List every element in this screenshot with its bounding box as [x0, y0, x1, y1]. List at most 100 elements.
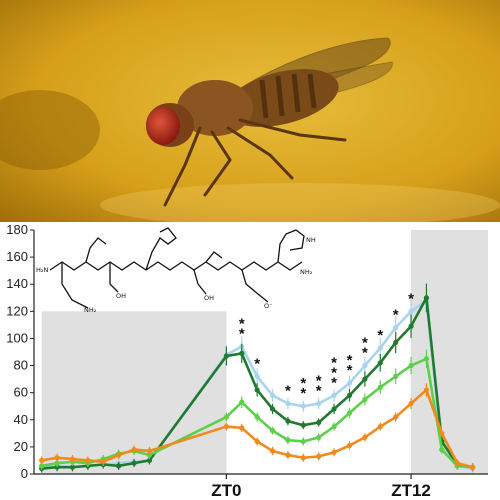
data-point — [85, 457, 91, 464]
data-point — [393, 414, 399, 420]
data-point — [285, 400, 291, 407]
data-point — [223, 353, 229, 359]
y-tick-label: 0 — [21, 466, 28, 481]
data-point — [285, 452, 291, 458]
data-point — [69, 464, 76, 470]
significance-mark: * — [300, 385, 306, 402]
data-point — [454, 460, 460, 466]
data-point — [269, 406, 276, 412]
significance-mark: * — [362, 345, 368, 362]
svg-text:OH: OH — [204, 294, 214, 302]
data-point — [300, 422, 306, 428]
data-point — [346, 442, 353, 449]
significance-mark: * — [347, 352, 353, 369]
data-point — [346, 410, 353, 416]
data-point — [254, 438, 260, 445]
significance-mark: * — [331, 374, 337, 391]
x-tick-label: ZT12 — [391, 481, 431, 500]
data-point — [239, 425, 245, 431]
y-tick-label: 100 — [6, 330, 28, 345]
y-tick-label: 80 — [14, 358, 28, 373]
significance-mark: * — [239, 326, 245, 343]
data-point — [285, 418, 291, 424]
data-point — [146, 448, 153, 454]
data-point — [39, 463, 45, 469]
data-point — [377, 423, 383, 430]
svg-text:NH₂: NH₂ — [84, 306, 97, 314]
chemical-structure-inset: H₂N NH₂ OH OH O⁻ NH₂ NH — [36, 227, 316, 314]
chart-axes: 0 20 40 60 80 100 120 140 160 180 ZT0 ZT12 — [6, 222, 488, 500]
significance-mark: * — [331, 364, 337, 381]
data-point — [408, 323, 414, 329]
data-point — [269, 392, 276, 398]
data-point — [300, 403, 306, 409]
svg-text:O⁻: O⁻ — [264, 302, 273, 310]
fly-thorax — [177, 80, 253, 136]
data-point — [331, 406, 337, 412]
significance-mark: * — [393, 307, 399, 324]
data-point — [254, 373, 260, 379]
data-point — [100, 459, 106, 465]
data-point — [377, 345, 383, 351]
significance-mark: * — [300, 375, 306, 392]
data-point — [423, 387, 430, 393]
significance-mark: * — [408, 290, 414, 307]
data-point — [362, 362, 368, 369]
data-point — [331, 449, 337, 455]
data-point — [331, 392, 337, 398]
fly-legs — [163, 118, 347, 207]
data-point — [393, 373, 399, 379]
fly-eye — [146, 107, 180, 145]
data-point — [223, 423, 229, 430]
data-point — [269, 448, 276, 454]
y-tick-label: 20 — [14, 439, 28, 454]
activity-line-chart: H₂N NH₂ OH OH O⁻ NH₂ NH 0 20 40 60 80 100 120 1… — [6, 222, 488, 500]
svg-text:H₂N: H₂N — [36, 266, 48, 274]
data-point — [69, 456, 76, 462]
data-point — [54, 455, 60, 461]
data-point — [316, 453, 322, 459]
data-point — [254, 414, 260, 420]
data-point — [39, 457, 45, 464]
data-point — [377, 360, 383, 366]
data-point — [316, 419, 322, 426]
y-tick-label: 120 — [6, 303, 28, 318]
data-point — [362, 434, 368, 440]
significance-mark: * — [362, 335, 368, 352]
data-point — [408, 400, 414, 407]
significance-mark: * — [285, 383, 291, 400]
data-point — [362, 396, 368, 403]
data-point — [316, 434, 322, 440]
significance-mark: * — [239, 316, 245, 333]
data-point — [316, 400, 322, 407]
data-point — [393, 339, 399, 346]
data-point — [254, 387, 260, 393]
data-point — [116, 463, 122, 469]
series-3 — [39, 383, 476, 472]
svg-text:NH: NH — [306, 236, 316, 244]
y-tick-label: 160 — [6, 249, 28, 264]
y-tick-label: 180 — [6, 222, 28, 237]
data-point — [346, 380, 353, 386]
data-point — [408, 362, 414, 369]
significance-mark: * — [347, 362, 353, 379]
data-point — [346, 392, 353, 398]
significance-mark: * — [377, 327, 383, 344]
data-point — [285, 437, 291, 443]
data-point — [131, 447, 137, 453]
data-point — [408, 308, 414, 314]
data-point — [470, 464, 476, 470]
data-point — [377, 384, 383, 390]
significance-mark: * — [316, 383, 322, 400]
data-point — [131, 460, 137, 466]
significance-mark: * — [254, 355, 260, 372]
y-tick-label: 60 — [14, 385, 28, 400]
dark-period-shade — [411, 230, 488, 474]
data-point — [300, 455, 306, 461]
data-point — [439, 447, 445, 453]
data-point — [146, 457, 153, 464]
data-point — [423, 356, 430, 362]
significance-mark: * — [331, 354, 337, 371]
data-point — [423, 295, 430, 301]
data-point — [54, 460, 60, 466]
